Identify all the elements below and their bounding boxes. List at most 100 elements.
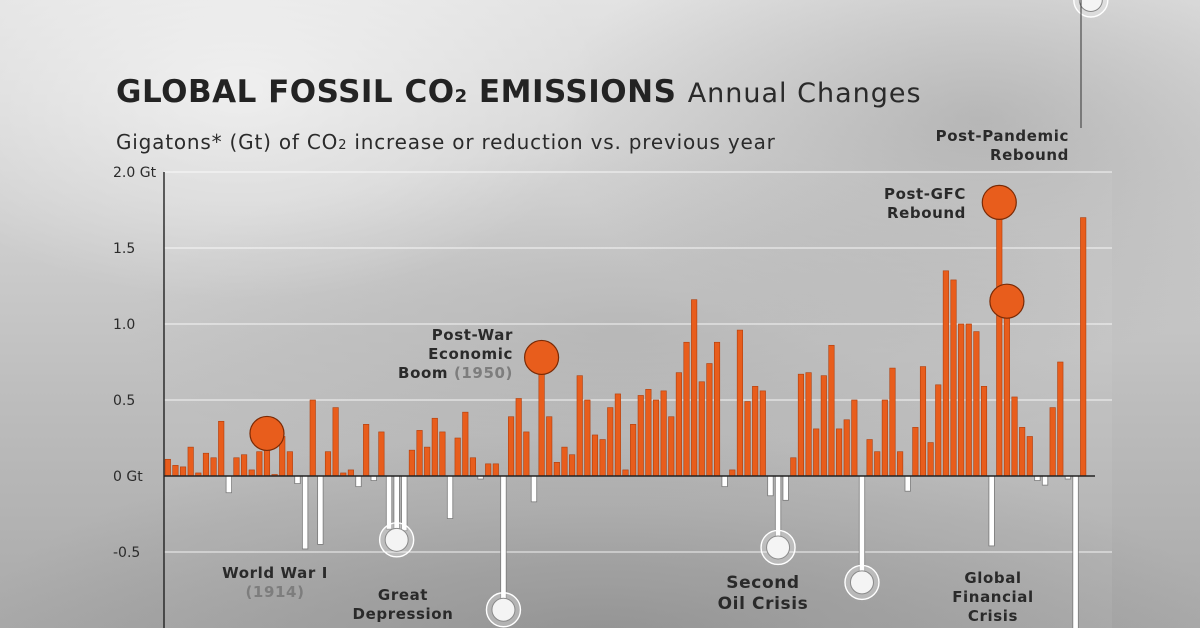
annotation-line: Post-GFC xyxy=(884,185,966,203)
annotation-line: Post-War xyxy=(432,326,513,344)
bar-increase xyxy=(416,430,423,477)
marker-decrease xyxy=(491,597,516,622)
bar-increase xyxy=(660,390,667,477)
bar-increase xyxy=(492,463,499,477)
bar-increase xyxy=(408,449,415,477)
event-annotation: Post-Pandemic Rebound xyxy=(936,127,1069,164)
bar-decrease xyxy=(767,475,774,497)
bar-increase xyxy=(614,393,621,477)
y-tick-label: -0.5 xyxy=(113,545,140,561)
bar-increase xyxy=(241,454,248,477)
bar-increase xyxy=(813,428,820,477)
bar-decrease xyxy=(301,475,309,550)
bar-decrease xyxy=(294,475,301,484)
bar-increase xyxy=(462,411,469,477)
title-secondary: Annual Changes xyxy=(687,78,922,109)
annotation-text: Rebound xyxy=(887,204,966,222)
bar-increase xyxy=(752,386,759,477)
bar-increase xyxy=(172,465,179,477)
bar-increase xyxy=(469,457,476,477)
bar-increase xyxy=(576,375,583,477)
annotation-line: World War I xyxy=(222,564,328,582)
bar-increase xyxy=(256,451,263,477)
bar-decrease xyxy=(721,475,728,488)
bar-increase xyxy=(1019,427,1026,477)
bar-increase xyxy=(980,386,988,477)
annotation-line: Great xyxy=(378,586,428,604)
annotation-text: Post-GFC xyxy=(884,185,966,203)
annotation-line: (1914) xyxy=(245,583,304,601)
annotation-text: Post-War xyxy=(432,326,513,344)
bar-decrease xyxy=(385,475,393,530)
marker-increase xyxy=(981,184,1017,220)
bar-increase xyxy=(836,428,843,477)
bar-increase xyxy=(736,329,743,477)
bar-increase xyxy=(874,451,881,477)
bar-increase xyxy=(675,372,682,477)
event-annotation: Global Financial Crisis xyxy=(952,569,1034,625)
annotation-text: Post-Pandemic xyxy=(936,127,1069,145)
marker-decrease xyxy=(766,535,791,560)
bar-increase xyxy=(439,431,446,477)
annotation-text: Great xyxy=(378,586,428,604)
bar-increase xyxy=(797,373,804,477)
bar-increase xyxy=(332,407,339,477)
bar-increase xyxy=(347,469,354,477)
bar-decrease xyxy=(401,475,408,532)
annotation-line: Crisis xyxy=(968,607,1018,625)
bar-increase xyxy=(897,451,904,477)
marker-increase xyxy=(249,415,285,452)
bar-increase xyxy=(538,357,545,477)
bar-increase xyxy=(324,451,332,477)
subtitle-end: increase or reduction vs. previous year xyxy=(347,130,776,154)
bar-decrease xyxy=(904,475,911,492)
bar-increase xyxy=(1011,396,1018,477)
bar-decrease xyxy=(446,475,454,519)
bar-increase xyxy=(1003,300,1010,477)
bar-increase xyxy=(805,372,812,477)
annotation-text: Global xyxy=(964,569,1021,587)
event-annotation: Post-GFC Rebound xyxy=(884,185,966,222)
bar-increase xyxy=(561,446,568,477)
annotation-year: (1950) xyxy=(454,364,513,382)
bar-increase xyxy=(248,469,255,477)
bar-increase xyxy=(233,457,240,477)
bar-increase xyxy=(584,399,591,477)
bar-increase xyxy=(973,331,980,477)
marker-decrease xyxy=(384,527,409,552)
annotation-line: Financial xyxy=(952,588,1034,606)
bar-increase xyxy=(851,399,858,477)
subtitle-subscript: 2 xyxy=(338,138,348,153)
bar-increase xyxy=(889,367,896,477)
bar-increase xyxy=(881,399,888,477)
bar-increase xyxy=(935,384,942,477)
annotation-line: Oil Crisis xyxy=(718,594,809,614)
bar-increase xyxy=(958,323,965,477)
bar-increase xyxy=(569,454,576,477)
bar-increase xyxy=(1080,217,1087,477)
event-annotation: Great Depression xyxy=(353,586,454,623)
event-annotation: World War I (1914) xyxy=(222,564,328,601)
annotation-line: Boom (1950) xyxy=(398,364,513,382)
annotation-year: (1914) xyxy=(245,583,304,601)
bar-increase xyxy=(630,424,637,477)
bar-increase xyxy=(820,375,827,477)
bar-increase xyxy=(866,439,873,477)
bar-increase xyxy=(424,446,431,477)
bar-increase xyxy=(744,401,751,477)
bar-increase xyxy=(706,363,713,477)
bar-increase xyxy=(698,381,705,477)
bar-increase xyxy=(218,420,225,477)
marker-decrease xyxy=(1078,0,1103,12)
bar-increase xyxy=(668,416,675,477)
title-end: EMISSIONS xyxy=(467,74,677,110)
bar-increase xyxy=(1026,436,1033,477)
annotation-line: Post-Pandemic xyxy=(936,127,1069,145)
bar-increase xyxy=(508,416,515,477)
bar-increase xyxy=(210,457,217,477)
annotation-text: Second xyxy=(726,573,799,593)
annotation-text: Boom xyxy=(398,364,454,382)
annotation-text: Economic xyxy=(428,345,513,363)
annotation-line: Depression xyxy=(353,605,454,623)
